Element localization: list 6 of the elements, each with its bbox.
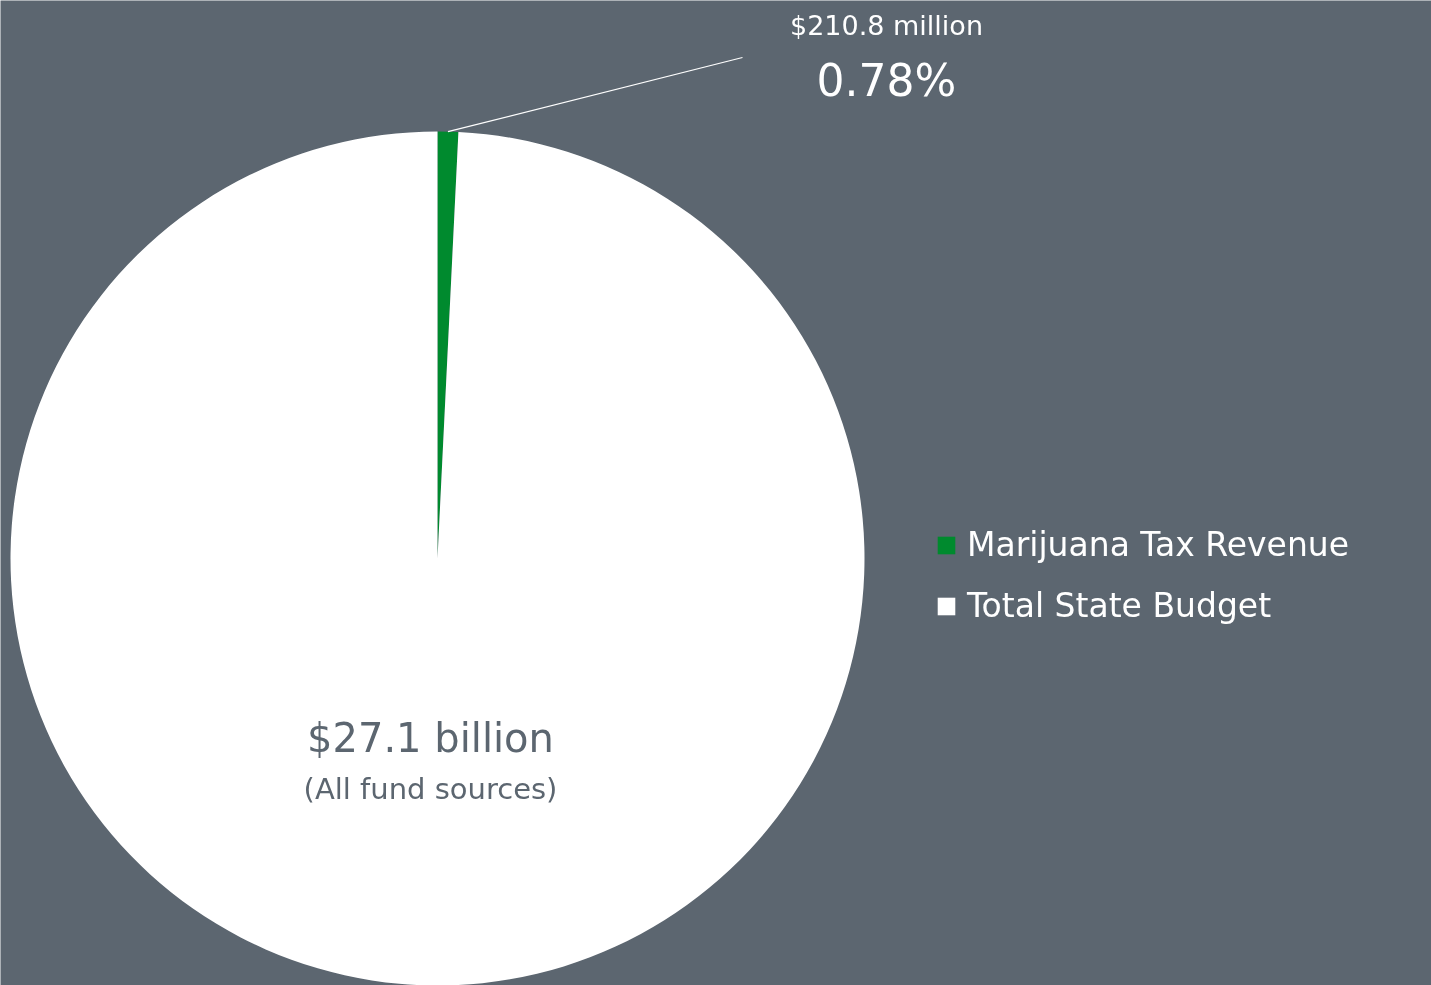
text: 0.78%: [816, 55, 957, 106]
legend-label: Total State Budget: [967, 586, 1272, 625]
text: $210.8 million: [790, 10, 983, 41]
text: $27.1 billion: [307, 714, 554, 761]
text: (All fund sources): [303, 771, 558, 806]
legend-label: Marijuana Tax Revenue: [967, 525, 1350, 564]
